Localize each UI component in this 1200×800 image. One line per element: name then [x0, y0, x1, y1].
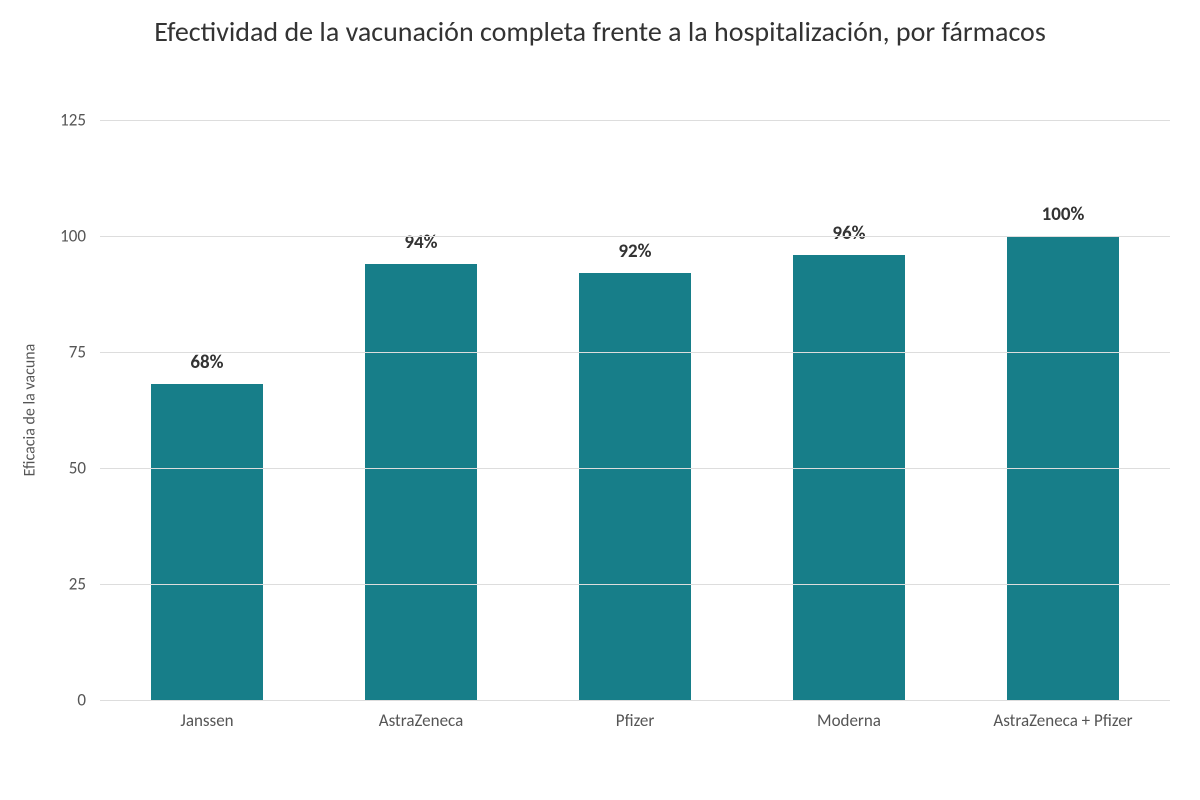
grid-line — [100, 700, 1170, 701]
bar: 94% — [365, 264, 476, 700]
grid-line — [100, 120, 1170, 121]
bar-slot: 100% — [956, 120, 1170, 700]
y-tick-label: 50 — [69, 458, 100, 479]
bar-value-label: 96% — [832, 222, 865, 255]
y-tick-label: 25 — [69, 574, 100, 595]
bar-value-label: 100% — [1042, 203, 1085, 236]
y-tick-label: 75 — [69, 342, 100, 363]
bar-value-label: 92% — [618, 240, 651, 273]
y-tick-label: 125 — [60, 110, 100, 131]
y-axis-label: Eficacia de la vacuna — [21, 344, 40, 477]
grid-line — [100, 352, 1170, 353]
bar-slot: 92% — [528, 120, 742, 700]
x-axis-labels: JanssenAstraZenecaPfizerModernaAstraZene… — [100, 700, 1170, 731]
bar-value-label: 68% — [190, 351, 223, 384]
bar: 92% — [579, 273, 690, 700]
bar: 96% — [793, 255, 904, 700]
x-tick-label: Janssen — [100, 710, 314, 731]
grid-line — [100, 584, 1170, 585]
x-tick-label: Moderna — [742, 710, 956, 731]
bar: 68% — [151, 384, 262, 700]
bars-container: 68% 94% 92% 96% 100% — [100, 120, 1170, 700]
bar-slot: 94% — [314, 120, 528, 700]
x-tick-label: AstraZeneca + Pfizer — [956, 710, 1170, 731]
y-tick-label: 0 — [77, 690, 100, 711]
bar-slot: 96% — [742, 120, 956, 700]
bar-slot: 68% — [100, 120, 314, 700]
x-tick-label: AstraZeneca — [314, 710, 528, 731]
grid-line — [100, 468, 1170, 469]
vaccine-efficacy-chart: Efectividad de la vacunación completa fr… — [0, 0, 1200, 800]
y-tick-label: 100 — [60, 226, 100, 247]
grid-line — [100, 236, 1170, 237]
x-tick-label: Pfizer — [528, 710, 742, 731]
chart-title: Efectividad de la vacunación completa fr… — [0, 0, 1200, 49]
plot-area: 68%94%92%96%100% JanssenAstraZenecaPfize… — [100, 120, 1170, 700]
